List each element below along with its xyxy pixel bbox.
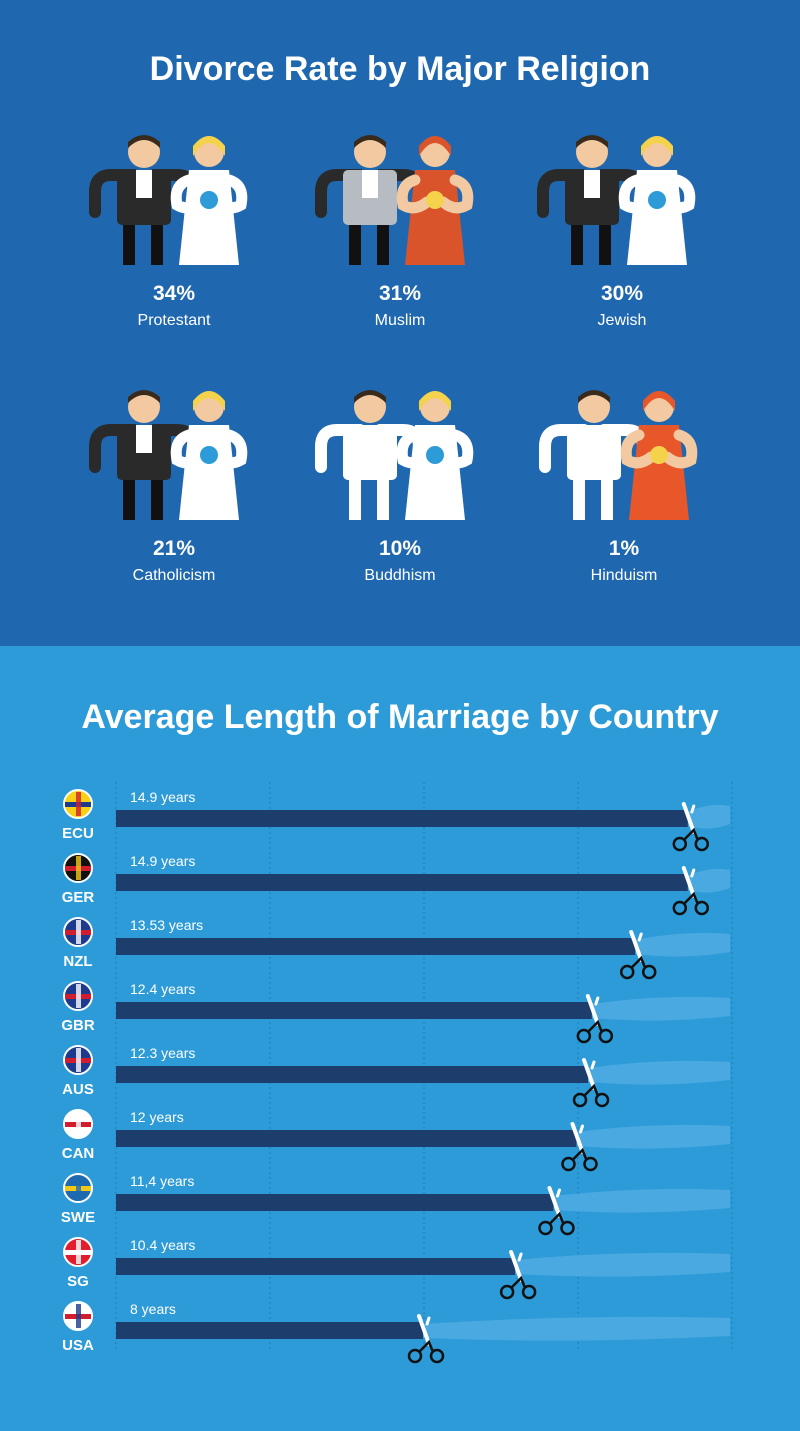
bar-can xyxy=(116,1130,577,1147)
country-code: CAN xyxy=(62,1145,95,1162)
religion-percent: 21% xyxy=(152,537,196,560)
flag-ecu xyxy=(63,789,93,819)
bar-gbr xyxy=(116,1002,592,1019)
ribbon-remainder xyxy=(553,1188,730,1213)
religion-item-protestant: 34% Protestant xyxy=(74,130,274,330)
value-label: 13.53 years xyxy=(130,917,203,933)
scissors-icon xyxy=(576,994,614,1044)
scissors-icon xyxy=(572,1058,610,1108)
couple-icon xyxy=(89,135,248,265)
scissors-icon xyxy=(672,802,710,852)
country-code: NZL xyxy=(63,953,92,970)
country-code: AUS xyxy=(62,1081,94,1098)
religion-percent: 34% xyxy=(152,282,196,305)
country-code: USA xyxy=(62,1337,94,1354)
bar-aus xyxy=(116,1066,589,1083)
couple-icon xyxy=(315,135,474,265)
country-title: Average Length of Marriage by Country xyxy=(81,698,719,736)
religion-percent: 1% xyxy=(608,537,640,560)
country-code: SG xyxy=(67,1273,89,1290)
value-label: 8 years xyxy=(130,1301,176,1317)
religion-percent: 31% xyxy=(378,282,422,305)
ribbon-remainder xyxy=(687,804,730,829)
value-label: 12.3 years xyxy=(130,1045,195,1061)
religion-title: Divorce Rate by Major Religion xyxy=(149,50,651,88)
value-label: 14.9 years xyxy=(130,853,195,869)
bar-swe xyxy=(116,1194,554,1211)
ribbon-remainder xyxy=(591,996,730,1021)
scissors-icon xyxy=(619,930,657,980)
ribbon-remainder xyxy=(515,1252,730,1277)
religion-label: Buddhism xyxy=(364,567,436,584)
religion-item-buddhism: 10% Buddhism xyxy=(300,385,500,585)
bar-ger xyxy=(116,874,688,891)
couple-icon xyxy=(537,135,696,265)
scissors-icon xyxy=(561,1122,598,1172)
religion-item-muslim: 31% Muslim xyxy=(300,130,500,330)
country-code: SWE xyxy=(61,1209,95,1226)
ribbon-remainder xyxy=(588,1060,730,1085)
bar-sg xyxy=(116,1258,516,1275)
flag-swe xyxy=(63,1173,93,1203)
religion-percent: 10% xyxy=(378,537,422,560)
bar-ecu xyxy=(116,810,688,827)
religion-label: Hinduism xyxy=(590,567,658,584)
religion-label: Protestant xyxy=(137,312,211,329)
country-code: GER xyxy=(62,889,95,906)
value-label: 12 years xyxy=(130,1109,184,1125)
religion-item-hinduism: 1% Hinduism xyxy=(524,385,724,585)
country-code: GBR xyxy=(61,1017,95,1034)
flag-can xyxy=(63,1109,93,1139)
religion-label: Muslim xyxy=(374,312,426,329)
value-label: 10.4 years xyxy=(130,1237,195,1253)
flag-sg xyxy=(63,1237,93,1267)
couple-icon xyxy=(315,390,474,520)
value-label: 11,4 years xyxy=(130,1173,194,1189)
ribbon-remainder xyxy=(635,932,730,957)
ribbon-remainder xyxy=(576,1124,730,1149)
ribbon-remainder xyxy=(687,868,730,893)
religion-item-jewish: 30% Jewish xyxy=(522,130,722,330)
flag-ger xyxy=(63,853,93,883)
scissors-icon xyxy=(499,1250,537,1300)
value-label: 14.9 years xyxy=(130,789,195,805)
religion-percent: 30% xyxy=(600,282,644,305)
couple-icon xyxy=(89,390,248,520)
bar-usa xyxy=(116,1322,423,1339)
scissors-icon xyxy=(538,1186,575,1236)
country-section xyxy=(0,646,800,1431)
flag-nzl xyxy=(63,917,93,947)
couple-icon xyxy=(539,390,698,520)
religion-label: Jewish xyxy=(597,312,647,329)
value-label: 12.4 years xyxy=(130,981,195,997)
bar-nzl xyxy=(116,938,636,955)
ribbon-remainder xyxy=(423,1316,730,1341)
religion-item-catholicism: 21% Catholicism xyxy=(74,385,274,585)
flag-usa xyxy=(63,1301,93,1331)
scissors-icon xyxy=(407,1314,445,1364)
scissors-icon xyxy=(672,866,710,916)
religion-label: Catholicism xyxy=(132,567,216,584)
country-code: ECU xyxy=(62,825,94,842)
flag-gbr xyxy=(63,981,93,1011)
flag-aus xyxy=(63,1045,93,1075)
religion-section: Divorce Rate by Major Religion 34% Prote… xyxy=(0,0,800,646)
